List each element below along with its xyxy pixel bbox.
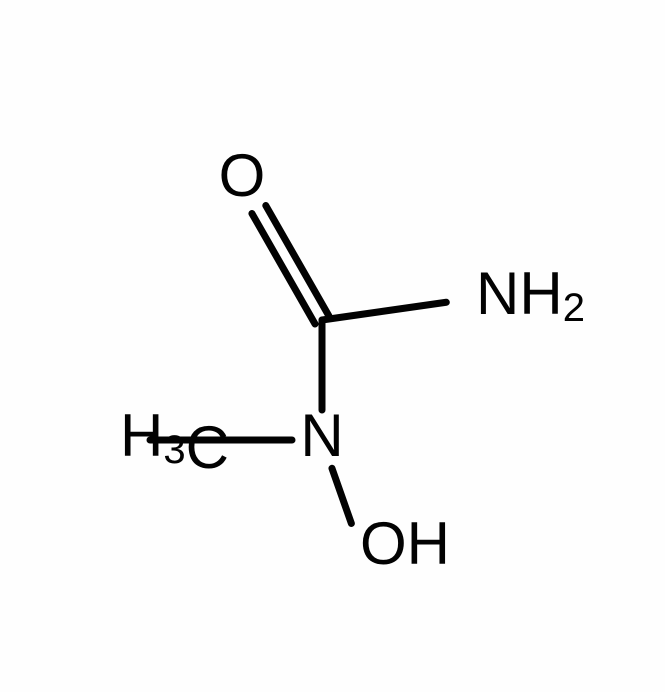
- molecule-diagram: O NH2 N H3C OH: [0, 0, 665, 692]
- atoms-group: O NH2 N H3C OH: [120, 142, 585, 577]
- atom-label-oh: OH: [360, 510, 450, 577]
- atom-label-o_top: O: [219, 142, 266, 209]
- atom-label-nh2: NH2: [476, 260, 585, 330]
- bond: [322, 302, 446, 320]
- atom-label-n_lower: N: [300, 402, 343, 469]
- bond: [332, 468, 351, 523]
- atom-label-h3c: H3C: [120, 402, 229, 481]
